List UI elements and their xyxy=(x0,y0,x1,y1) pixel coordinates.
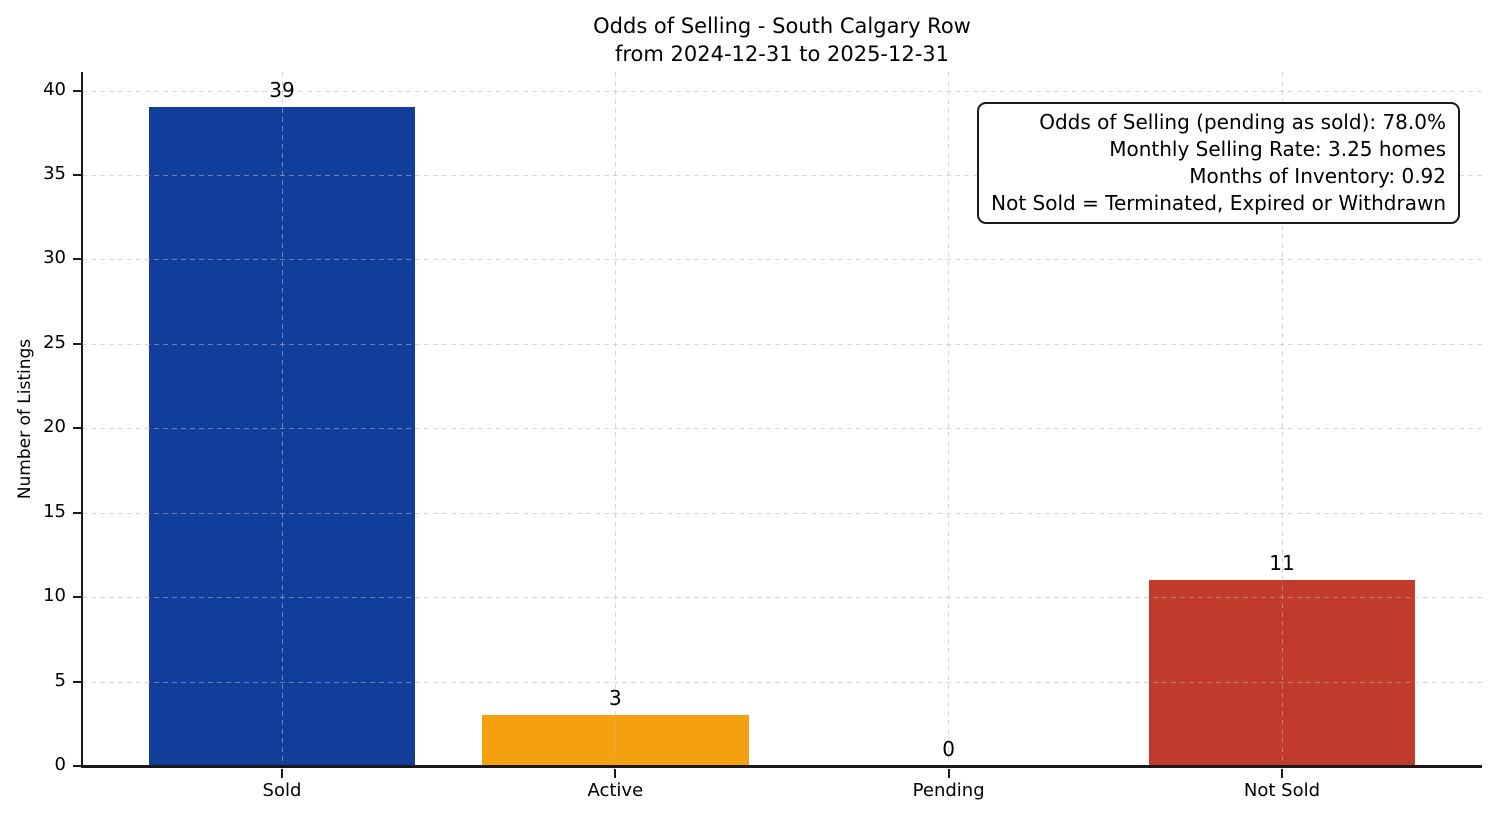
bar-value-label-not-sold: 11 xyxy=(1269,551,1295,576)
x-tick-mark-active xyxy=(614,769,617,778)
annotation-box: Odds of Selling (pending as sold): 78.0%… xyxy=(977,102,1460,224)
y-tick-mark-5 xyxy=(73,680,82,683)
gridline-vertical-pending xyxy=(948,72,950,766)
chart-title-line1: Odds of Selling - South Calgary Row xyxy=(593,14,971,38)
chart-title-line2: from 2024-12-31 to 2025-12-31 xyxy=(614,42,950,66)
bar-value-label-active: 3 xyxy=(608,686,622,711)
gridline-horizontal-30 xyxy=(82,259,1482,261)
y-tick-mark-15 xyxy=(73,511,82,514)
y-tick-mark-35 xyxy=(73,174,82,176)
y-tick-label-15: 15 xyxy=(43,500,66,522)
annotation-line-odds: Odds of Selling (pending as sold): 78.0% xyxy=(1039,110,1446,134)
x-tick-mark-sold xyxy=(281,769,283,778)
y-tick-label-30: 30 xyxy=(43,247,66,269)
gridline-vertical-active xyxy=(614,72,616,766)
gridline-horizontal-5 xyxy=(82,681,1482,683)
gridline-horizontal-20 xyxy=(82,428,1482,430)
y-tick-label-40: 40 xyxy=(43,78,66,100)
gridline-vertical-not-sold xyxy=(1281,72,1283,766)
gridline-horizontal-15 xyxy=(82,512,1482,514)
y-tick-label-20: 20 xyxy=(43,416,66,438)
x-tick-label-not-sold: Not Sold xyxy=(1243,780,1321,801)
gridline-vertical-sold xyxy=(281,72,283,766)
y-tick-mark-25 xyxy=(73,342,82,345)
gridline-horizontal-10 xyxy=(82,597,1482,599)
x-axis-spine xyxy=(81,765,1482,768)
y-tick-mark-10 xyxy=(73,596,82,599)
y-tick-mark-0 xyxy=(73,765,82,767)
y-tick-label-5: 5 xyxy=(54,669,66,691)
y-tick-mark-40 xyxy=(73,89,82,92)
x-tick-label-active: Active xyxy=(587,780,644,801)
gridline-horizontal-40 xyxy=(82,90,1482,92)
x-tick-mark-pending xyxy=(947,769,950,778)
y-tick-mark-20 xyxy=(73,427,82,430)
y-axis-spine xyxy=(81,72,83,767)
y-tick-label-0: 0 xyxy=(54,754,66,775)
y-tick-label-10: 10 xyxy=(43,585,66,607)
plot-area: 39 3 0 11 xyxy=(82,72,1482,766)
y-tick-mark-30 xyxy=(73,258,82,261)
x-tick-label-sold: Sold xyxy=(262,780,302,801)
chart-title: Odds of Selling - South Calgary Row from… xyxy=(82,12,1482,68)
x-tick-label-pending: Pending xyxy=(912,780,985,801)
annotation-line-inventory: Months of Inventory: 0.92 xyxy=(1189,164,1446,188)
x-tick-mark-not-sold xyxy=(1281,769,1283,778)
y-tick-label-25: 25 xyxy=(43,331,66,353)
y-tick-label-35: 35 xyxy=(43,163,66,184)
bar-value-label-pending: 0 xyxy=(942,737,956,761)
gridline-horizontal-35 xyxy=(82,175,1482,176)
annotation-line-not-sold-definition: Not Sold = Terminated, Expired or Withdr… xyxy=(991,191,1446,215)
gridline-horizontal-25 xyxy=(82,343,1482,345)
bar-value-label-sold: 39 xyxy=(269,78,295,103)
annotation-line-monthly-rate: Monthly Selling Rate: 3.25 homes xyxy=(1109,137,1446,161)
